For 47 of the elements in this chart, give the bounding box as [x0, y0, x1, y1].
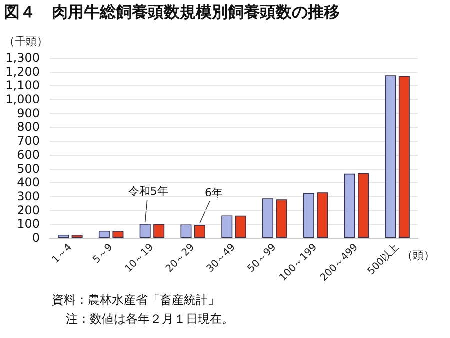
- bar: [222, 216, 233, 238]
- y-tick-label: 800: [17, 120, 40, 134]
- bar: [398, 76, 410, 238]
- bar: [154, 224, 165, 238]
- y-tick-label: 700: [17, 134, 40, 148]
- bar: [235, 216, 246, 238]
- bar: [140, 224, 151, 238]
- y-tick-label: 300: [17, 189, 40, 204]
- x-tick-label: 5～9: [91, 242, 116, 266]
- bar: [72, 234, 83, 238]
- bar: [344, 174, 356, 238]
- y-tick-label: 500: [17, 162, 40, 176]
- y-tick-label: 1,300: [6, 51, 40, 65]
- bar: [180, 224, 192, 238]
- chart-title: 図４ 肉用牛総飼養頭数規模別飼養頭数の推移: [4, 2, 340, 22]
- x-tick-label: 200～499: [318, 242, 361, 284]
- bar: [317, 192, 328, 238]
- y-tick-label: 900: [17, 106, 40, 120]
- bar: [262, 198, 274, 238]
- x-tick-label: 1～4: [50, 242, 74, 266]
- bar: [385, 76, 396, 238]
- x-tick-label: 50～99: [246, 242, 279, 275]
- x-tick-label: 500以上: [365, 241, 402, 278]
- y-tick-label: 0: [32, 231, 40, 245]
- bar: [58, 234, 70, 238]
- y-axis-title: （千頭）: [4, 35, 48, 48]
- bar: [358, 173, 370, 238]
- bar: [276, 200, 288, 238]
- text: 資料：農林水産省「畜産統計」: [52, 293, 220, 307]
- bar: [112, 231, 124, 238]
- x-axis-title: （頭）: [402, 249, 435, 262]
- y-tick-label: 200: [17, 203, 40, 218]
- x-tick-label: 10～19: [123, 242, 156, 275]
- text: 注：数値は各年２月１日現在。: [66, 312, 234, 326]
- y-tick-label: 100: [17, 217, 40, 232]
- y-tick-label: 1,200: [6, 64, 40, 79]
- y-tick-label: 1,100: [6, 78, 40, 93]
- y-tick-label: 400: [17, 176, 40, 190]
- x-tick-label: 100～199: [278, 242, 320, 284]
- y-tick-label: 1,000: [6, 92, 40, 107]
- annotation: 令和5年: [128, 185, 168, 198]
- bar: [98, 230, 110, 238]
- x-tick-label: 30～49: [205, 242, 238, 275]
- y-tick-label: 600: [17, 148, 40, 162]
- bar: [303, 193, 314, 238]
- x-tick-label: 20～29: [164, 242, 197, 275]
- bar: [194, 225, 206, 238]
